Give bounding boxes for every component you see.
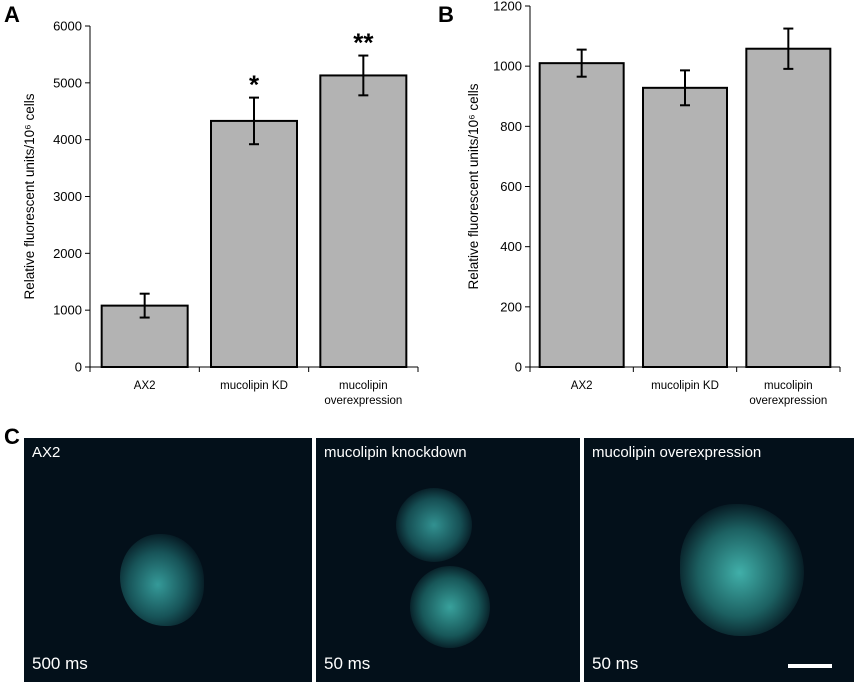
chart-a-category-label-2-0: mucolipin	[339, 380, 388, 392]
chart-a-category-label-2-1: overexpression	[324, 395, 402, 407]
exposure-ax2: 500 ms	[32, 654, 88, 673]
chart-b-bar-1	[642, 86, 728, 369]
chart-a-bar-2	[319, 74, 408, 368]
chart-a-bar-1	[210, 119, 298, 368]
chart-b-category-label-1-0: mucolipin KD	[651, 380, 719, 392]
chart-b-bar-2	[745, 47, 832, 369]
chart-a-y-tick-label-4: 4000	[53, 132, 82, 147]
chart-b-y-tick-label-5: 1000	[493, 59, 522, 74]
chart-b-category-label-2-0: mucolipin	[764, 380, 813, 392]
chart-a-significance-1: *	[249, 70, 260, 100]
chart-a-y-tick-label-1: 1000	[53, 303, 82, 318]
chart-b-y-tick-label-1: 200	[500, 299, 522, 314]
chart-b-bar-0	[538, 62, 625, 369]
chart-b-y-tick-label-0: 0	[515, 360, 522, 375]
panel-letter-b: B	[438, 2, 454, 27]
exposure-overexpression: 50 ms	[592, 654, 639, 673]
micro-label-ax2: AX2	[32, 444, 61, 461]
chart-a-y-tick-label-2: 2000	[53, 246, 82, 261]
cell-knockdown-lower	[410, 566, 490, 648]
chart-b-y-tick-label-2: 400	[500, 239, 522, 254]
chart-a-category-label-1-0: mucolipin KD	[220, 380, 288, 392]
micro-panel-ax2: AX2 500 ms	[24, 438, 312, 682]
panel-letter-a: A	[4, 2, 20, 27]
chart-a-y-axis-label: Relative fluorescent units/10⁶ cells	[22, 93, 37, 299]
cell-overexpression	[680, 504, 804, 636]
chart-a-y-tick-label-6: 6000	[53, 19, 82, 34]
chart-b-y-tick-label-4: 800	[500, 119, 522, 134]
micro-label-overexpression: mucolipin overexpression	[592, 444, 762, 461]
chart-b-category-label-0-0: AX2	[571, 380, 593, 392]
exposure-knockdown: 50 ms	[324, 654, 371, 673]
chart-a-y-tick-label-3: 3000	[53, 189, 82, 204]
chart-b-y-tick-label-6: 1200	[493, 0, 522, 14]
micro-label-knockdown: mucolipin knockdown	[324, 444, 467, 461]
panel-letter-c: C	[4, 424, 20, 449]
chart-b-y-tick-label-3: 600	[500, 179, 522, 194]
micro-panel-knockdown: mucolipin knockdown 50 ms	[316, 438, 580, 682]
micro-panel-overexpression: mucolipin overexpression 50 ms	[584, 438, 854, 682]
chart-b-category-label-2-1: overexpression	[749, 395, 827, 407]
scale-bar	[788, 664, 832, 668]
cell-knockdown-upper	[396, 488, 472, 562]
chart-b-y-axis-label: Relative fluorescent units/10⁶ cells	[466, 83, 481, 289]
cell-ax2	[120, 534, 204, 626]
chart-a-significance-2: **	[353, 28, 374, 58]
chart-a-y-tick-label-5: 5000	[53, 75, 82, 90]
chart-a-y-tick-label-0: 0	[75, 360, 82, 375]
chart-a-category-label-0-0: AX2	[134, 380, 156, 392]
